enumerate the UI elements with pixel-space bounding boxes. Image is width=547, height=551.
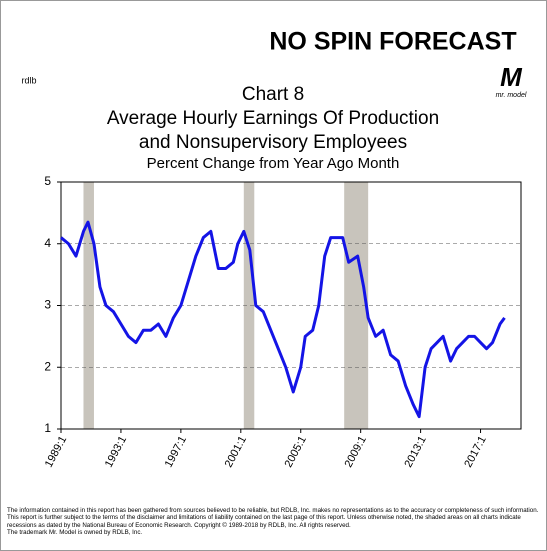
data-line xyxy=(60,220,506,419)
x-tick-label: 1997:1 xyxy=(163,434,189,469)
x-tick-label: 1989:1 xyxy=(43,434,69,469)
recession-shade xyxy=(243,182,255,429)
y-tick-label: 1 xyxy=(44,421,51,435)
brand: NO SPIN FORECAST xyxy=(269,28,516,56)
corner-mark: rdlb xyxy=(21,75,36,85)
footnote: The information contained in this report… xyxy=(7,507,543,537)
logo-text: mr. model xyxy=(496,92,527,99)
footnote-line: The trademark Mr. Model is owned by RDLB… xyxy=(7,529,143,537)
title-line: and Nonsupervisory Employees xyxy=(139,132,407,153)
y-tick-label: 3 xyxy=(44,298,51,312)
title-line: Average Hourly Earnings Of Production xyxy=(107,108,439,129)
x-tick-label: 2005:1 xyxy=(283,434,309,469)
x-tick-label: 1993:1 xyxy=(103,434,129,469)
plot-frame xyxy=(60,181,522,430)
logo-icon: M xyxy=(500,62,523,92)
y-tick-label: 2 xyxy=(44,359,51,373)
x-tick-label: 2001:1 xyxy=(223,434,249,469)
title-line: Chart 8 xyxy=(242,84,304,105)
x-tick-label: 2013:1 xyxy=(402,434,428,469)
subtitle: Percent Change from Year Ago Month xyxy=(147,155,400,172)
y-tick-label: 4 xyxy=(44,236,51,250)
chart: NO SPIN FORECAST M mr. model rdlb Chart … xyxy=(21,28,527,470)
x-tick-label: 2009:1 xyxy=(342,434,368,469)
x-tick-label: 2017:1 xyxy=(462,434,488,469)
footnote-line: The information contained in this report… xyxy=(7,507,539,529)
recession-shade xyxy=(83,182,94,429)
y-tick-label: 5 xyxy=(44,174,51,188)
